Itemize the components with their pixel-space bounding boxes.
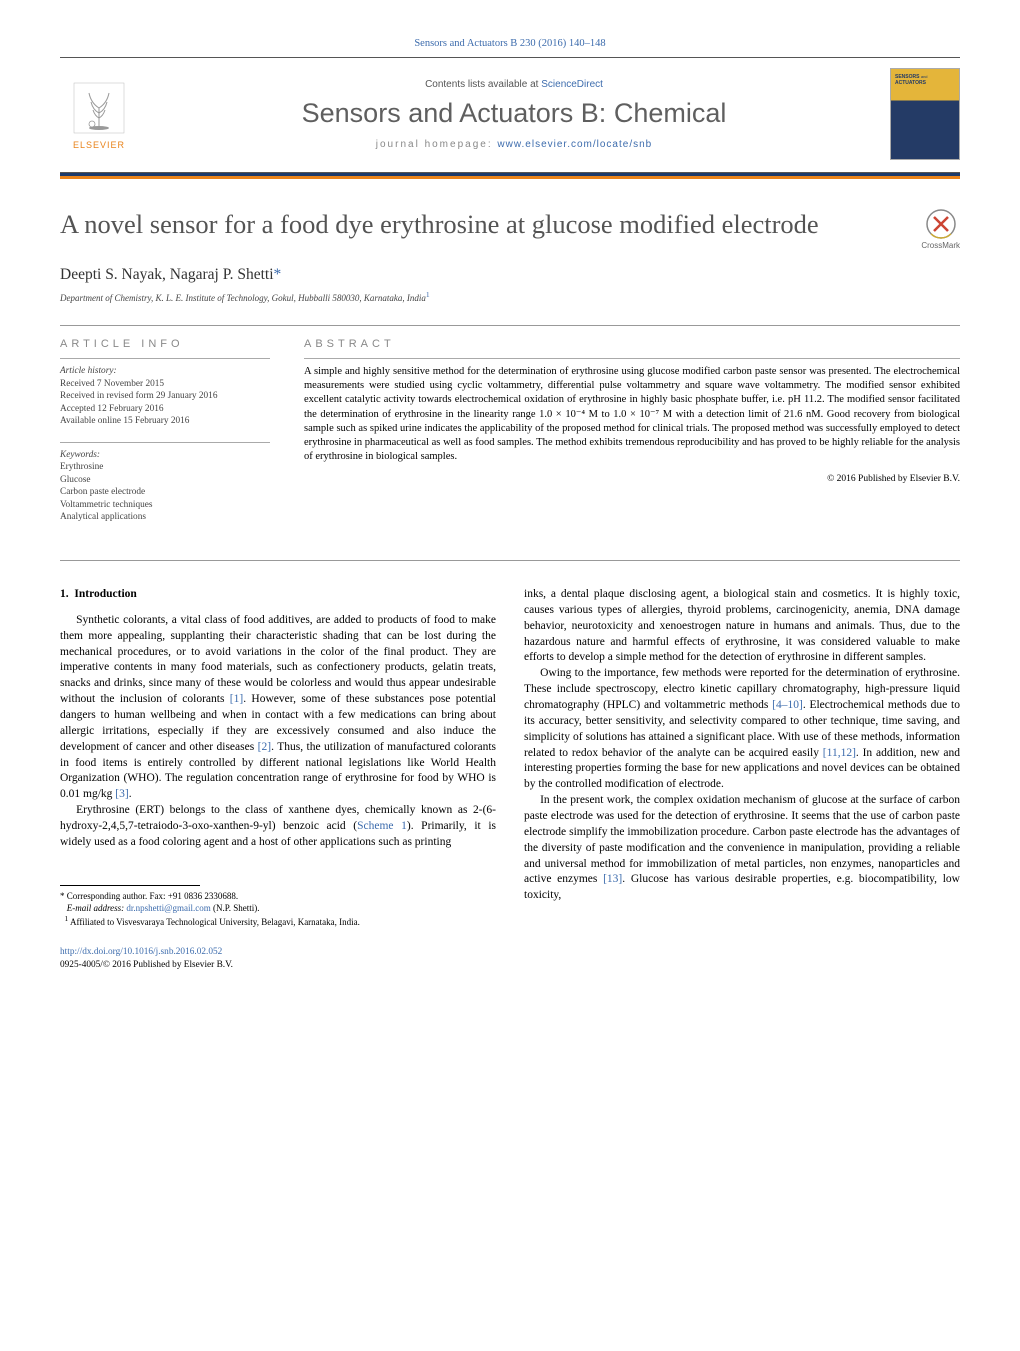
ref-link[interactable]: [2]: [258, 741, 271, 753]
info-rule: [60, 358, 270, 359]
history-item: Available online 15 February 2016: [60, 415, 270, 428]
keyword: Voltammetric techniques: [60, 499, 270, 512]
keyword: Glucose: [60, 474, 270, 487]
footnotes-block: * Corresponding author. Fax: +91 0836 23…: [60, 885, 496, 928]
citation-link[interactable]: Sensors and Actuators B 230 (2016) 140–1…: [414, 38, 605, 49]
keywords-block: Keywords: Erythrosine Glucose Carbon pas…: [60, 449, 270, 524]
authors-line: Deepti S. Nayak, Nagaraj P. Shetti*: [60, 266, 960, 284]
doi-block: http://dx.doi.org/10.1016/j.snb.2016.02.…: [60, 946, 496, 972]
ref-link[interactable]: [1]: [230, 693, 243, 705]
masthead-divider: [60, 173, 960, 179]
article-info-heading: ARTICLE INFO: [60, 338, 270, 350]
keywords-title: Keywords:: [60, 449, 270, 462]
body-paragraph: inks, a dental plaque disclosing agent, …: [524, 587, 960, 666]
journal-masthead: ELSEVIER Contents lists available at Sci…: [60, 57, 960, 173]
journal-name: Sensors and Actuators B: Chemical: [138, 98, 890, 129]
history-item: Received in revised form 29 January 2016: [60, 390, 270, 403]
affiliation-footnote-link[interactable]: 1: [426, 293, 430, 303]
affiliation-footnote: 1 Affiliated to Visvesvaraya Technologic…: [60, 914, 496, 928]
scheme-link[interactable]: Scheme 1: [357, 820, 407, 832]
body-columns: 1. Introduction Synthetic colorants, a v…: [60, 587, 960, 972]
elsevier-label: ELSEVIER: [73, 140, 125, 150]
abstract-copyright: © 2016 Published by Elsevier B.V.: [304, 474, 960, 484]
journal-homepage-line: journal homepage: www.elsevier.com/locat…: [138, 139, 890, 150]
citation-header: Sensors and Actuators B 230 (2016) 140–1…: [60, 38, 960, 49]
history-item: Received 7 November 2015: [60, 378, 270, 391]
homepage-link[interactable]: www.elsevier.com/locate/snb: [497, 139, 652, 150]
ref-link[interactable]: [11,12]: [823, 747, 856, 759]
issn-line: 0925-4005/© 2016 Published by Elsevier B…: [60, 960, 233, 970]
article-history-block: Article history: Received 7 November 201…: [60, 365, 270, 428]
corresponding-author-note: * Corresponding author. Fax: +91 0836 23…: [60, 890, 496, 902]
divider: [60, 560, 960, 561]
keyword: Analytical applications: [60, 511, 270, 524]
body-paragraph: Owing to the importance, few methods wer…: [524, 666, 960, 793]
elsevier-logo: ELSEVIER: [60, 69, 138, 159]
body-paragraph: In the present work, the complex oxidati…: [524, 793, 960, 904]
ref-link[interactable]: [3]: [115, 788, 128, 800]
body-column-left: 1. Introduction Synthetic colorants, a v…: [60, 587, 496, 972]
abstract-column: ABSTRACT A simple and highly sensitive m…: [304, 338, 960, 538]
email-line: E-mail address: dr.npshetti@gmail.com (N…: [60, 902, 496, 914]
divider: [60, 325, 960, 326]
article-title: A novel sensor for a food dye erythrosin…: [60, 209, 819, 241]
corresponding-marker[interactable]: *: [274, 266, 282, 283]
crossmark-badge[interactable]: CrossMark: [921, 209, 960, 250]
history-title: Article history:: [60, 365, 270, 378]
affiliation-line: Department of Chemistry, K. L. E. Instit…: [60, 290, 960, 303]
sciencedirect-link[interactable]: ScienceDirect: [541, 79, 603, 90]
body-column-right: inks, a dental plaque disclosing agent, …: [524, 587, 960, 972]
crossmark-label: CrossMark: [921, 241, 960, 250]
abstract-rule: [304, 358, 960, 359]
keyword: Erythrosine: [60, 461, 270, 474]
doi-link[interactable]: http://dx.doi.org/10.1016/j.snb.2016.02.…: [60, 947, 222, 957]
elsevier-tree-icon: [69, 78, 129, 138]
section-heading: 1. Introduction: [60, 587, 496, 603]
article-info-column: ARTICLE INFO Article history: Received 7…: [60, 338, 270, 538]
crossmark-icon: [926, 209, 956, 239]
email-link[interactable]: dr.npshetti@gmail.com: [126, 903, 210, 913]
body-paragraph: Synthetic colorants, a vital class of fo…: [60, 613, 496, 803]
contents-line: Contents lists available at ScienceDirec…: [138, 79, 890, 90]
history-item: Accepted 12 February 2016: [60, 403, 270, 416]
footnote-rule: [60, 885, 200, 886]
info-rule: [60, 442, 270, 443]
cover-text: SENSORS andACTUATORS: [895, 75, 928, 86]
journal-cover-thumbnail: SENSORS andACTUATORS: [890, 68, 960, 160]
keyword: Carbon paste electrode: [60, 486, 270, 499]
abstract-text: A simple and highly sensitive method for…: [304, 365, 960, 464]
ref-link[interactable]: [4–10]: [772, 699, 803, 711]
abstract-heading: ABSTRACT: [304, 338, 960, 350]
ref-link[interactable]: [13]: [603, 873, 622, 885]
body-paragraph: Erythrosine (ERT) belongs to the class o…: [60, 803, 496, 851]
